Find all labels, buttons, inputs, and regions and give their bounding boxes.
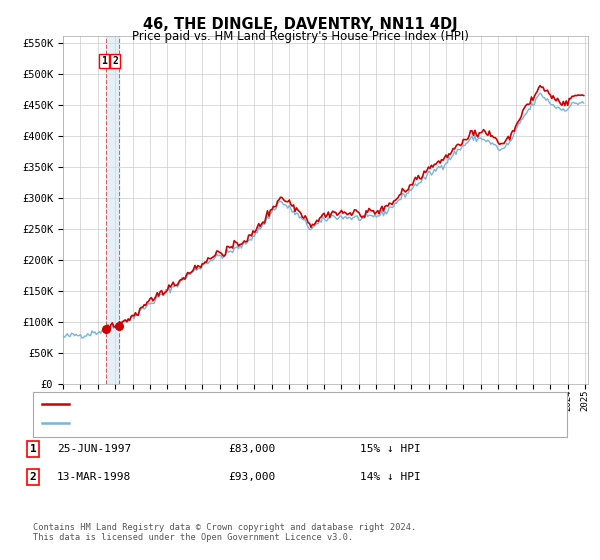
Text: 1: 1 bbox=[101, 56, 107, 66]
Text: Contains HM Land Registry data © Crown copyright and database right 2024.
This d: Contains HM Land Registry data © Crown c… bbox=[33, 522, 416, 542]
Text: 15% ↓ HPI: 15% ↓ HPI bbox=[360, 444, 421, 454]
Text: Price paid vs. HM Land Registry's House Price Index (HPI): Price paid vs. HM Land Registry's House … bbox=[131, 30, 469, 43]
Text: 14% ↓ HPI: 14% ↓ HPI bbox=[360, 472, 421, 482]
Text: 25-JUN-1997: 25-JUN-1997 bbox=[57, 444, 131, 454]
Text: £83,000: £83,000 bbox=[228, 444, 275, 454]
Text: 46, THE DINGLE, DAVENTRY, NN11 4DJ: 46, THE DINGLE, DAVENTRY, NN11 4DJ bbox=[143, 17, 457, 32]
Bar bbox=[106, 36, 119, 384]
Text: £93,000: £93,000 bbox=[228, 472, 275, 482]
Text: 46, THE DINGLE, DAVENTRY, NN11 4DJ (detached house): 46, THE DINGLE, DAVENTRY, NN11 4DJ (deta… bbox=[72, 399, 391, 409]
Text: 1: 1 bbox=[29, 444, 37, 454]
Text: 2: 2 bbox=[112, 56, 118, 66]
Text: 2: 2 bbox=[29, 472, 37, 482]
Text: HPI: Average price, detached house, West Northamptonshire: HPI: Average price, detached house, West… bbox=[72, 418, 428, 428]
Text: 13-MAR-1998: 13-MAR-1998 bbox=[57, 472, 131, 482]
